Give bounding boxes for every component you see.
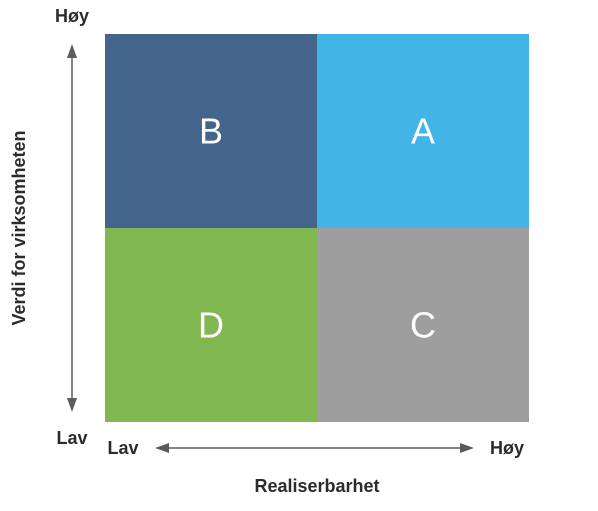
quadrant-label-c: C	[410, 305, 436, 346]
quadrant-label-a: A	[411, 111, 435, 152]
x-axis-arrow-icon	[155, 443, 474, 453]
priority-matrix: B A D C Høy Lav Verdi for virksomheten L…	[0, 0, 598, 511]
y-axis-title: Verdi for virksomheten	[9, 130, 29, 325]
x-axis-low-label: Lav	[107, 438, 138, 458]
x-axis-title: Realiserbarhet	[254, 476, 379, 496]
y-axis-low-label: Lav	[56, 428, 87, 448]
quadrant-label-b: B	[199, 111, 223, 152]
x-axis-high-label: Høy	[490, 438, 524, 458]
y-axis-high-label: Høy	[55, 6, 89, 26]
y-axis-arrow-icon	[67, 44, 77, 412]
quadrant-label-d: D	[198, 305, 224, 346]
